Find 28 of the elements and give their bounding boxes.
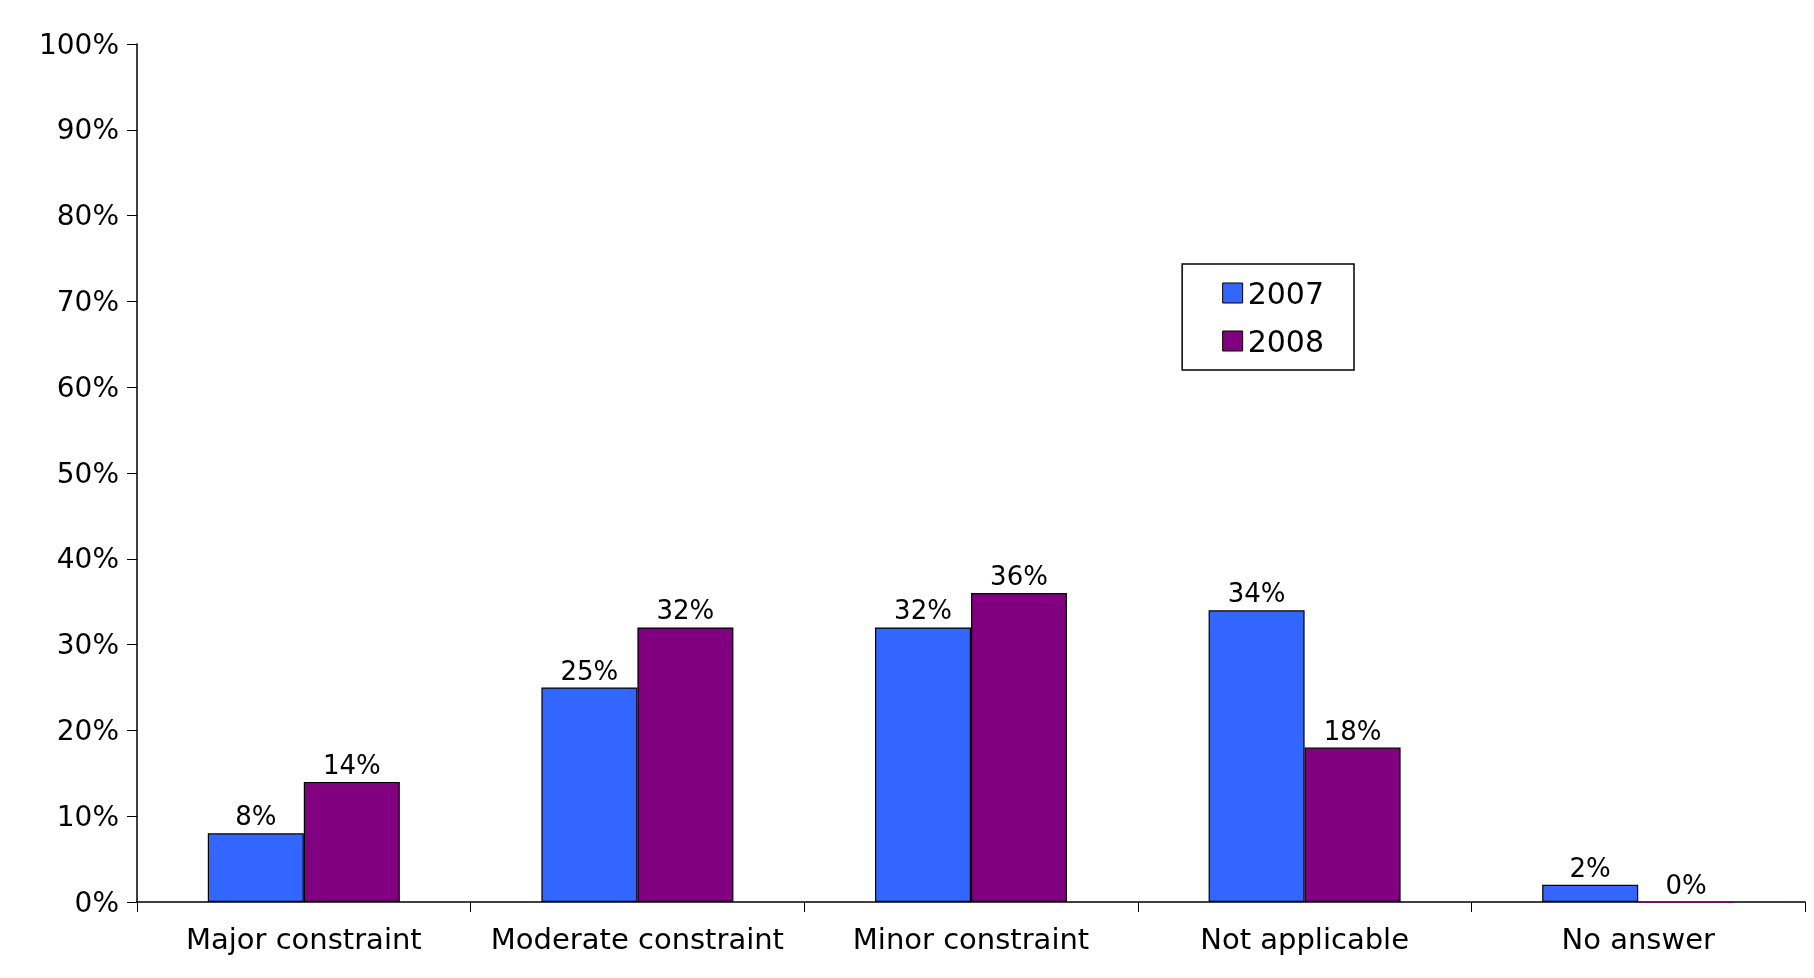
data-label: 0% <box>1665 869 1707 900</box>
data-label: 2% <box>1569 852 1611 883</box>
data-label: 25% <box>560 655 619 686</box>
y-tick-label: 50% <box>56 456 119 490</box>
data-label: 32% <box>894 595 952 626</box>
data-label: 34% <box>1227 578 1286 609</box>
data-label: 14% <box>322 749 381 780</box>
y-tick-label: 70% <box>56 284 119 318</box>
legend-label: 2008 <box>1247 323 1325 359</box>
y-tick-label: 0% <box>74 885 119 919</box>
x-tick-label: Moderate constraint <box>490 921 784 956</box>
x-tick-label: Not applicable <box>1200 921 1409 956</box>
data-label: 36% <box>990 561 1048 592</box>
y-tick-label: 40% <box>56 542 119 576</box>
y-tick-label: 30% <box>56 628 119 662</box>
x-tick-label: No answer <box>1561 921 1715 956</box>
y-tick-label: 60% <box>56 370 119 404</box>
y-tick-label: 100% <box>38 27 119 61</box>
legend-label: 2007 <box>1247 275 1325 311</box>
data-label: 32% <box>656 595 715 626</box>
y-tick-label: 90% <box>56 113 119 147</box>
y-tick-label: 80% <box>56 199 119 233</box>
data-label: 18% <box>1323 715 1382 746</box>
y-tick-label: 10% <box>56 799 119 833</box>
data-label: 8% <box>235 801 277 832</box>
x-tick-label: Minor constraint <box>852 921 1090 956</box>
x-tick-label: Major constraint <box>185 921 422 956</box>
y-tick-label: 20% <box>56 713 119 747</box>
